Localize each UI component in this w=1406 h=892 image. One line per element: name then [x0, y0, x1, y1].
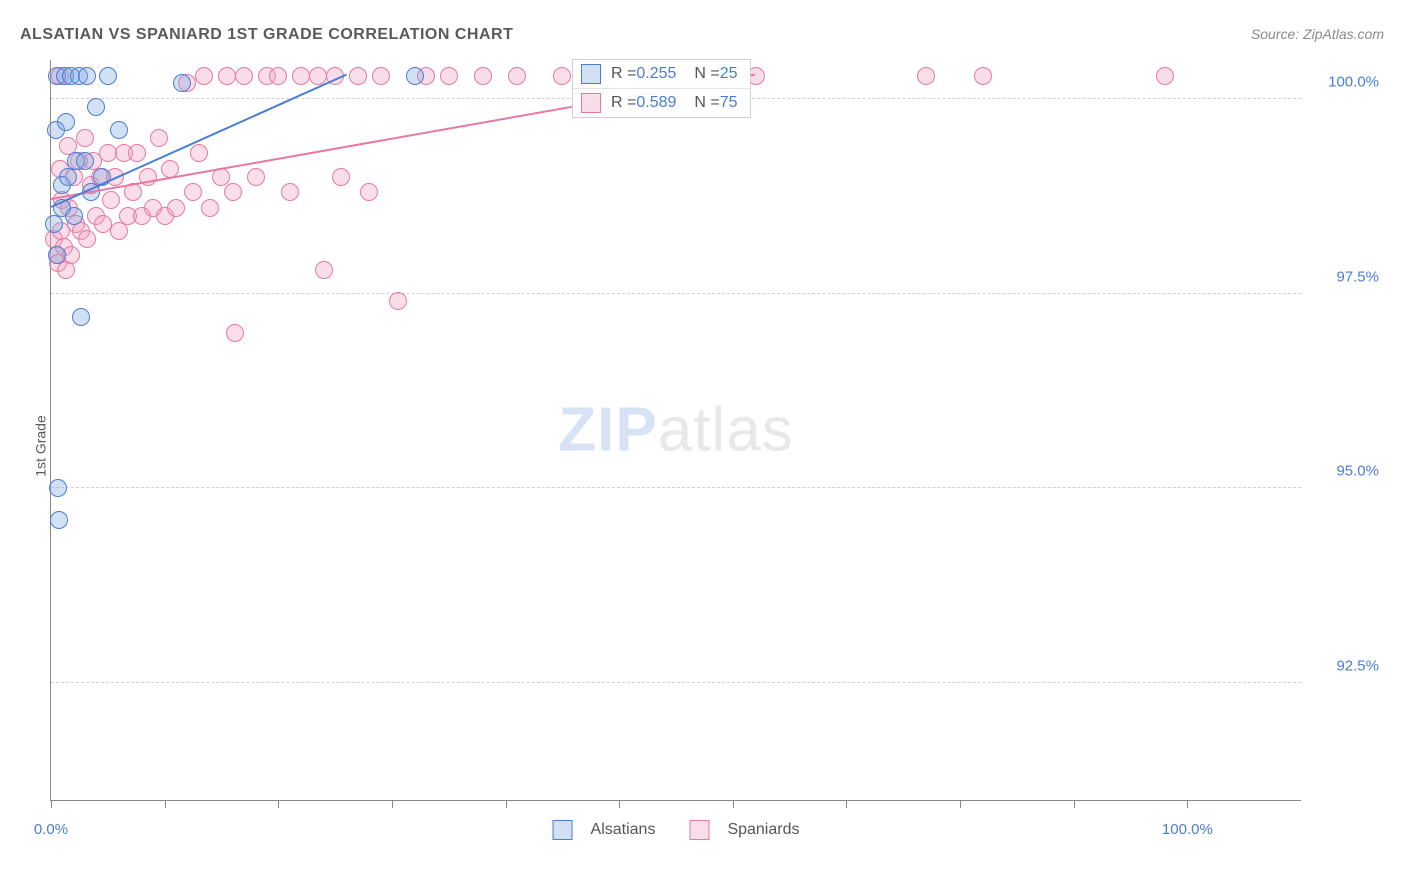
- y-tick-label: 92.5%: [1309, 658, 1379, 675]
- scatter-point: [150, 129, 168, 147]
- bottom-legend: Alsatians Spaniards: [553, 820, 800, 840]
- scatter-point: [332, 168, 350, 186]
- scatter-point: [99, 67, 117, 85]
- scatter-point: [167, 199, 185, 217]
- x-tick: [1074, 800, 1075, 808]
- watermark: ZIPatlas: [558, 395, 793, 466]
- stats-row-spaniards: R = 0.589 N = 75: [573, 89, 750, 117]
- n-prefix: N =: [694, 94, 719, 112]
- swatch-alsatians: [581, 64, 601, 84]
- scatter-point: [201, 199, 219, 217]
- x-tick: [165, 800, 166, 808]
- scatter-point: [1156, 67, 1174, 85]
- scatter-point: [128, 144, 146, 162]
- scatter-point: [372, 67, 390, 85]
- scatter-point: [76, 129, 94, 147]
- scatter-point: [72, 308, 90, 326]
- x-tick: [960, 800, 961, 808]
- r-prefix: R =: [611, 94, 636, 112]
- scatter-point: [474, 67, 492, 85]
- watermark-zip: ZIP: [558, 396, 657, 465]
- scatter-point: [48, 246, 66, 264]
- swatch-alsatians-icon: [553, 820, 573, 840]
- stats-legend: R = 0.255 N = 25 R = 0.589 N = 75: [572, 59, 751, 118]
- x-tick: [392, 800, 393, 808]
- scatter-point: [110, 222, 128, 240]
- scatter-point: [292, 67, 310, 85]
- scatter-point: [508, 67, 526, 85]
- scatter-point: [389, 292, 407, 310]
- n-value-spaniards: 75: [720, 94, 738, 112]
- r-prefix: R =: [611, 65, 636, 83]
- scatter-point: [49, 479, 67, 497]
- scatter-point: [917, 67, 935, 85]
- scatter-point: [224, 183, 242, 201]
- scatter-point: [309, 67, 327, 85]
- n-prefix: N =: [694, 65, 719, 83]
- scatter-point: [57, 261, 75, 279]
- scatter-point: [59, 168, 77, 186]
- scatter-point: [87, 98, 105, 116]
- scatter-point: [218, 67, 236, 85]
- scatter-point: [281, 183, 299, 201]
- scatter-point: [360, 183, 378, 201]
- legend-label-spaniards: Spaniards: [727, 821, 799, 839]
- scatter-point: [315, 261, 333, 279]
- scatter-point: [195, 67, 213, 85]
- x-tick: [1187, 800, 1188, 808]
- n-value-alsatians: 25: [720, 65, 738, 83]
- gridline: [51, 487, 1301, 488]
- legend-item-spaniards: Spaniards: [689, 820, 799, 840]
- scatter-point: [247, 168, 265, 186]
- watermark-atlas: atlas: [658, 396, 794, 465]
- scatter-point: [102, 191, 120, 209]
- chart-title: ALSATIAN VS SPANIARD 1ST GRADE CORRELATI…: [20, 26, 513, 44]
- scatter-point: [173, 74, 191, 92]
- x-tick-label: 0.0%: [34, 821, 68, 838]
- x-tick: [846, 800, 847, 808]
- scatter-point: [349, 67, 367, 85]
- x-tick: [619, 800, 620, 808]
- scatter-point: [235, 67, 253, 85]
- scatter-point: [78, 67, 96, 85]
- scatter-point: [269, 67, 287, 85]
- r-value-alsatians: 0.255: [636, 65, 676, 83]
- x-tick-label: 100.0%: [1162, 821, 1213, 838]
- scatter-point: [50, 511, 68, 529]
- r-value-spaniards: 0.589: [636, 94, 676, 112]
- y-tick-label: 97.5%: [1309, 268, 1379, 285]
- legend-label-alsatians: Alsatians: [591, 821, 656, 839]
- x-tick: [51, 800, 52, 808]
- y-tick-label: 100.0%: [1309, 73, 1379, 90]
- scatter-point: [110, 121, 128, 139]
- scatter-point: [65, 207, 83, 225]
- stats-row-alsatians: R = 0.255 N = 25: [573, 60, 750, 89]
- swatch-spaniards-icon: [689, 820, 709, 840]
- scatter-point: [45, 215, 63, 233]
- gridline: [51, 682, 1301, 683]
- scatter-point: [226, 324, 244, 342]
- y-axis-label: 1st Grade: [33, 415, 49, 476]
- x-tick: [278, 800, 279, 808]
- x-tick: [506, 800, 507, 808]
- gridline: [51, 293, 1301, 294]
- scatter-point: [78, 230, 96, 248]
- scatter-point: [190, 144, 208, 162]
- scatter-point: [184, 183, 202, 201]
- scatter-point: [440, 67, 458, 85]
- legend-item-alsatians: Alsatians: [553, 820, 656, 840]
- x-tick: [733, 800, 734, 808]
- scatter-point: [406, 67, 424, 85]
- y-tick-label: 95.0%: [1309, 463, 1379, 480]
- scatter-point: [76, 152, 94, 170]
- scatter-point: [974, 67, 992, 85]
- plot-area: ZIPatlas R = 0.255 N = 25 R = 0.589 N = …: [50, 60, 1301, 801]
- scatter-point: [57, 113, 75, 131]
- swatch-spaniards: [581, 93, 601, 113]
- source-label: Source: ZipAtlas.com: [1251, 26, 1384, 42]
- scatter-point: [553, 67, 571, 85]
